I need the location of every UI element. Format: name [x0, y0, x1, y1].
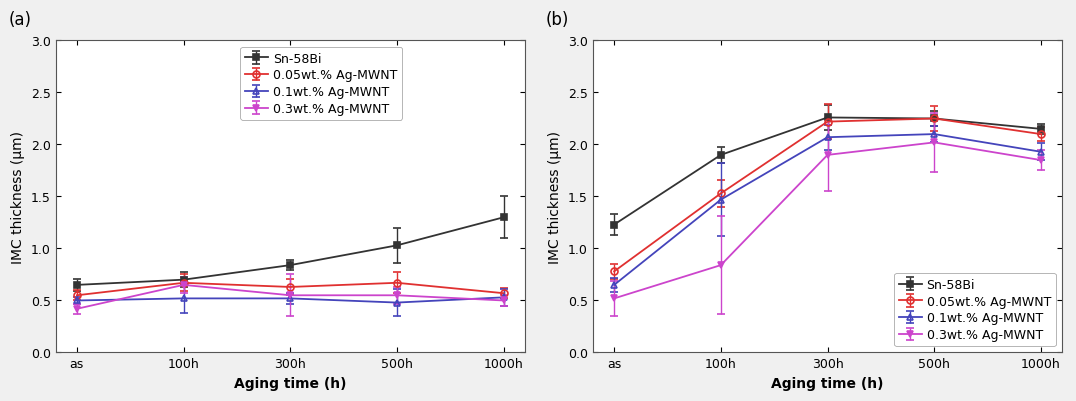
Text: (a): (a) [9, 11, 31, 29]
Text: (b): (b) [546, 11, 569, 29]
Y-axis label: IMC thickness (μm): IMC thickness (μm) [11, 131, 25, 263]
Y-axis label: IMC thickness (μm): IMC thickness (μm) [549, 131, 563, 263]
X-axis label: Aging time (h): Aging time (h) [233, 376, 346, 390]
X-axis label: Aging time (h): Aging time (h) [771, 376, 883, 390]
Legend: Sn-58Bi, 0.05wt.% Ag-MWNT, 0.1wt.% Ag-MWNT, 0.3wt.% Ag-MWNT: Sn-58Bi, 0.05wt.% Ag-MWNT, 0.1wt.% Ag-MW… [240, 48, 402, 121]
Legend: Sn-58Bi, 0.05wt.% Ag-MWNT, 0.1wt.% Ag-MWNT, 0.3wt.% Ag-MWNT: Sn-58Bi, 0.05wt.% Ag-MWNT, 0.1wt.% Ag-MW… [894, 273, 1056, 346]
